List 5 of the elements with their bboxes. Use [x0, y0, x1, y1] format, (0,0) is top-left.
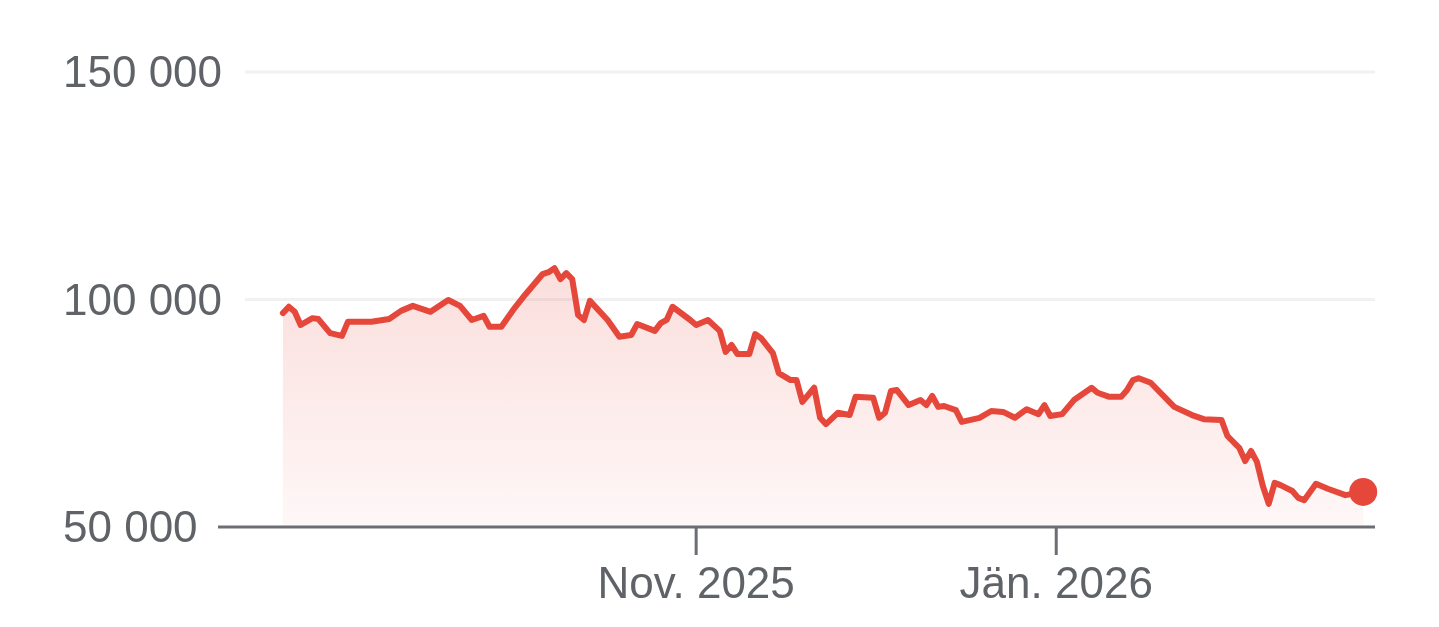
- y-tick-label: 150 000: [63, 47, 223, 96]
- y-tick-label: 100 000: [63, 274, 223, 324]
- x-tick-label: Jän. 2026: [959, 558, 1153, 607]
- y-tick-label: 50 000: [63, 502, 198, 551]
- x-tick-label: Nov. 2025: [597, 558, 795, 607]
